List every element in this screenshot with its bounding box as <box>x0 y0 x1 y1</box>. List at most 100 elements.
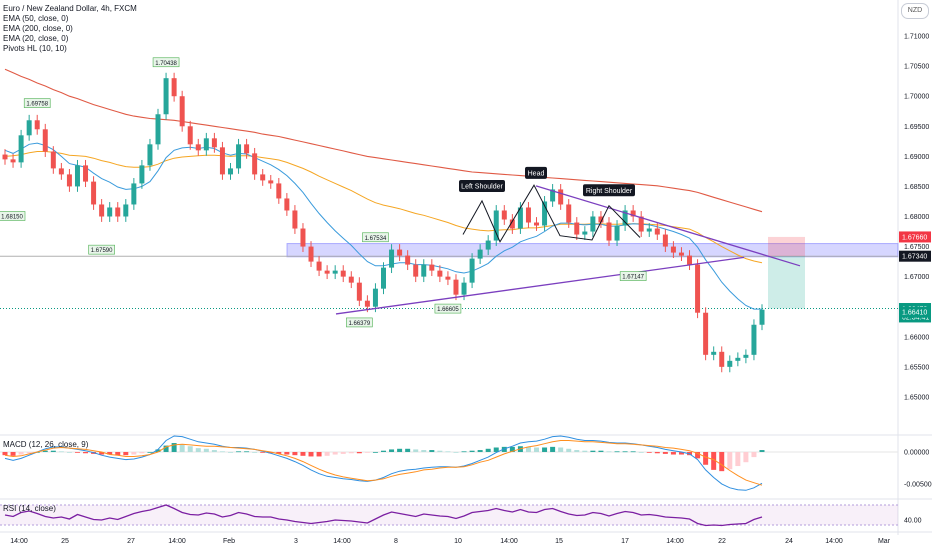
descending-trendline <box>535 185 801 267</box>
price-tick-label: 1.70500 <box>904 64 929 71</box>
macd-histogram-bar <box>389 449 395 452</box>
price-tag-label: 1.67660 <box>902 234 927 241</box>
macd-histogram-bar <box>284 451 290 455</box>
macd-histogram-bar <box>735 451 741 467</box>
macd-histogram-bar <box>26 451 32 454</box>
macd-pane-label[interactable]: MACD (12, 26, close, 9) <box>3 440 89 449</box>
head-shoulders-outline <box>462 184 641 243</box>
pivot-label: 1.67147 <box>622 275 644 281</box>
macd-histogram-bar <box>18 451 24 455</box>
pattern-callout-box <box>459 180 505 193</box>
study-pivots[interactable]: Pivots HL (10, 10) <box>3 44 67 53</box>
time-tick-label: 14:00 <box>10 538 28 545</box>
candle-body <box>622 210 628 226</box>
macd-histogram-bar <box>179 444 185 452</box>
pattern-callout-label: Left Shoulder <box>461 184 503 191</box>
candle-body <box>630 210 636 217</box>
macd-histogram-bar <box>509 446 515 452</box>
macd-histogram-bar <box>195 448 201 452</box>
macd-histogram-bar <box>163 445 169 452</box>
candle-body <box>300 228 306 247</box>
time-tick-label: 14:00 <box>168 538 186 545</box>
price-tick-label: 1.68000 <box>904 214 929 221</box>
study-ema200[interactable]: EMA (200, close, 0) <box>3 24 73 33</box>
candle-body <box>171 78 177 97</box>
candle-body <box>324 270 330 274</box>
macd-line <box>4 435 763 491</box>
rsi-pane-label[interactable]: RSI (14, close) <box>3 504 56 513</box>
candle-body <box>469 258 475 283</box>
candle-body <box>534 222 540 226</box>
study-ema20[interactable]: EMA (20, close, 0) <box>3 34 69 43</box>
macd-histogram-bar <box>316 451 322 457</box>
rsi-tick-label: 40.00 <box>904 518 922 525</box>
candle-body <box>107 207 113 217</box>
candle-body <box>421 264 427 277</box>
candle-body <box>590 216 596 232</box>
macd-histogram-bar <box>719 451 725 472</box>
macd-histogram-bar <box>244 451 250 453</box>
macd-histogram-bar <box>356 451 362 454</box>
candle-body <box>131 183 137 205</box>
pattern-callout-label: Right Shoulder <box>586 188 633 195</box>
macd-histogram-bar <box>155 449 161 452</box>
candle-body <box>654 228 660 235</box>
time-tick-label: 24 <box>785 538 793 545</box>
macd-histogram-bar <box>429 450 435 452</box>
pattern-callout-box <box>525 166 547 179</box>
macd-histogram-bar <box>550 446 556 452</box>
macd-histogram-bar <box>582 450 588 452</box>
macd-histogram-bar <box>606 451 612 453</box>
time-tick-label: 8 <box>394 538 398 545</box>
pivot-marker <box>434 303 462 314</box>
ascending-trendline <box>335 256 745 315</box>
symbol-title[interactable]: Euro / New Zealand Dollar, 4h, FXCM <box>3 4 137 13</box>
resistance-zone <box>286 243 899 258</box>
candle-body <box>759 309 765 325</box>
candle-body <box>26 120 32 136</box>
candle-body <box>678 252 684 256</box>
macd-histogram-bar <box>695 451 701 459</box>
candle-body <box>429 264 435 271</box>
macd-histogram-bar <box>485 448 491 452</box>
candle-body <box>485 240 491 250</box>
candle-body <box>219 147 225 175</box>
candle-body <box>477 249 483 259</box>
candle-body <box>461 282 467 295</box>
pivot-marker <box>362 232 389 243</box>
reward-box <box>768 256 805 309</box>
macd-histogram-bar <box>99 451 105 455</box>
macd-histogram-bar <box>630 451 636 453</box>
pivot-label: 1.66605 <box>437 307 459 313</box>
risk-box <box>768 236 805 257</box>
candle-body <box>195 144 201 151</box>
price-tick-label: 1.65500 <box>904 364 929 371</box>
macd-histogram-bar <box>292 451 298 456</box>
study-ema50[interactable]: EMA (50, close, 0) <box>3 14 69 23</box>
candle-body <box>711 351 717 355</box>
macd-histogram-bar <box>501 446 507 452</box>
macd-histogram-bar <box>493 447 499 452</box>
macd-histogram-bar <box>558 447 564 452</box>
candle-body <box>99 204 105 217</box>
candle-body <box>244 144 250 154</box>
pivot-label: 1.68150 <box>1 214 23 220</box>
macd-histogram-bar <box>413 449 419 452</box>
macd-histogram-bar <box>566 448 572 452</box>
macd-histogram-bar <box>574 450 580 452</box>
macd-histogram-bar <box>598 450 604 452</box>
time-tick-label: 22 <box>718 538 726 545</box>
macd-histogram-bar <box>421 450 427 452</box>
candle-body <box>397 249 403 256</box>
macd-histogram-bar <box>83 451 89 454</box>
candle-body <box>147 144 153 166</box>
macd-histogram-bar <box>461 451 467 453</box>
macd-histogram-bar <box>252 451 258 453</box>
candle-body <box>348 276 354 283</box>
currency-badge[interactable]: NZD <box>901 3 929 19</box>
candle-body <box>703 312 709 355</box>
time-tick-label: 17 <box>621 538 629 545</box>
candle-body <box>268 180 274 184</box>
